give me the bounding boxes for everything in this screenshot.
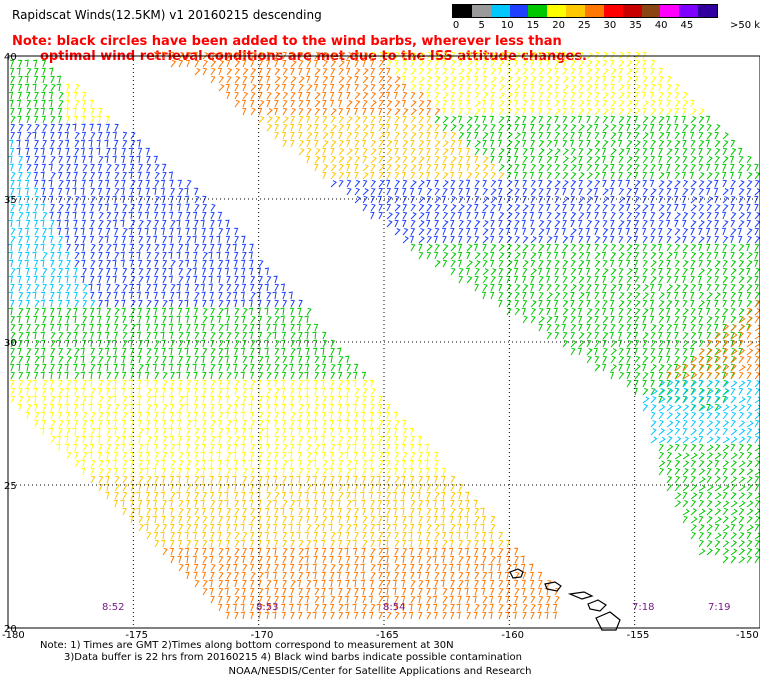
legend-swatch <box>547 5 567 17</box>
swath-time-label: 8:52 <box>102 602 124 613</box>
wind-barb-swaths <box>8 51 760 620</box>
latitude-label: 35 <box>4 195 17 206</box>
longitude-label: -170 <box>251 630 274 641</box>
longitude-labels: -180 -175 -170 -165 -160 -155 -150 <box>2 630 759 641</box>
credit-line: NOAA/NESDIS/Center for Satellite Applica… <box>228 666 532 677</box>
longitude-label: -180 <box>2 630 25 641</box>
legend-tick-label: 35 <box>629 20 642 31</box>
swath <box>642 299 760 564</box>
latitude-labels: 40 35 30 25 20 <box>4 52 17 635</box>
island-oahu <box>544 581 562 592</box>
longitude-label: -150 <box>736 630 759 641</box>
latitude-label: 20 <box>4 624 17 635</box>
legend-swatch <box>585 5 604 17</box>
legend-swatch <box>679 5 699 17</box>
longitude-label: -175 <box>125 630 148 641</box>
legend-swatch <box>660 5 680 17</box>
legend-swatch <box>509 5 529 17</box>
legend-units: >50 knots <box>730 20 760 31</box>
latitude-label: 30 <box>4 338 17 349</box>
legend-swatch <box>471 5 491 17</box>
lat-lon-grid <box>8 56 760 628</box>
footnote-line-2: 3)Data buffer is 22 hrs from 20160215 4)… <box>64 652 522 663</box>
latitude-label: 25 <box>4 481 17 492</box>
island-molokai <box>567 591 594 600</box>
legend-swatch <box>603 5 623 17</box>
map-frame <box>7 55 760 629</box>
hawaiian-islands <box>509 568 621 631</box>
longitude-label: -165 <box>376 630 399 641</box>
legend-swatch <box>698 5 718 17</box>
legend-ticks: 0 5 10 15 20 25 30 35 40 45 <box>452 18 718 32</box>
swath-time-labels: 8:52 8:53 8:54 7:18 7:19 <box>102 602 730 613</box>
legend-tick-label: 40 <box>654 20 668 31</box>
legend-tick-label: 20 <box>552 20 565 31</box>
longitude-label: -155 <box>627 630 650 641</box>
legend-tick-label: 25 <box>577 20 591 31</box>
swath-time-label: 8:54 <box>383 602 405 613</box>
swath <box>8 59 560 620</box>
longitude-label: -160 <box>501 630 524 641</box>
legend-swatch <box>453 5 472 17</box>
footnote-line-1: Note: 1) Times are GMT 2)Times along bot… <box>40 640 454 651</box>
legend-tick-label: 0 <box>452 20 460 31</box>
swath-time-label: 8:53 <box>256 602 278 613</box>
swath <box>153 51 760 412</box>
footnote: Note: 1) Times are GMT 2)Times along bot… <box>40 640 522 664</box>
legend-color-bar <box>452 4 718 18</box>
island-hawaii <box>595 611 621 631</box>
legend-swatch <box>622 5 642 17</box>
legend-tick-label: 15 <box>526 20 540 31</box>
legend-tick-label: 5 <box>478 20 485 31</box>
legend-swatch <box>641 5 661 17</box>
latitude-label: 40 <box>4 52 17 63</box>
legend-swatch <box>566 5 586 17</box>
legend-tick-label: 45 <box>680 20 694 31</box>
note-line-1: Note: black circles have been added to t… <box>12 34 562 49</box>
map-title: Rapidscat Winds(12.5KM) v1 20160215 desc… <box>12 8 322 22</box>
legend-tick-label: 30 <box>603 20 617 31</box>
legend-tick-label: 10 <box>500 20 514 31</box>
island-maui <box>587 599 607 612</box>
legend-swatch <box>490 5 510 17</box>
swath-time-label: 7:18 <box>632 602 654 613</box>
swath-time-label: 7:19 <box>708 602 730 613</box>
legend-swatch <box>528 5 548 17</box>
wind-speed-legend: 0 5 10 15 20 25 30 35 40 45 <box>452 4 718 32</box>
island-kauai <box>509 568 524 579</box>
